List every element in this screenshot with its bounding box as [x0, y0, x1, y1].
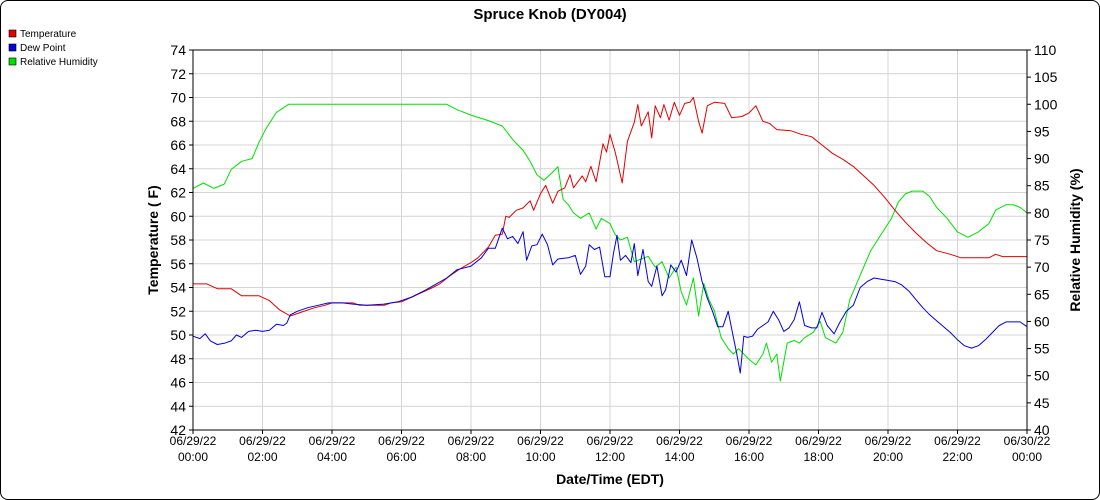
y-tick-label: 66 — [170, 137, 186, 153]
y-tick-label: 68 — [170, 113, 186, 129]
x-tick-date: 06/29/22 — [656, 434, 703, 448]
y-axis-ticks: 42 44 46 48 50 52 54 56 58 60 62 64 66 68 70 72 74 — [170, 42, 193, 438]
legend-swatch-dew-point — [8, 43, 17, 52]
y-tick-label: 74 — [170, 42, 186, 58]
legend-label-relative-humidity: Relative Humidity — [20, 57, 98, 68]
y2-tick-label: 50 — [1034, 368, 1050, 384]
x-tick-date: 06/29/22 — [170, 434, 217, 448]
x-tick-time: 20:00 — [873, 450, 903, 464]
x-tick-date: 06/29/22 — [934, 434, 981, 448]
series-layer — [192, 97, 1028, 382]
y-tick-label: 42 — [170, 422, 186, 438]
y2-tick-label: 45 — [1034, 395, 1050, 411]
x-axis-label: Date/Time (EDT) — [556, 471, 664, 487]
y-tick-label: 70 — [170, 90, 186, 106]
y2-tick-label: 90 — [1034, 151, 1050, 167]
x-tick-time: 16:00 — [734, 450, 764, 464]
y-tick-label: 54 — [170, 280, 186, 296]
y2-tick-label: 40 — [1034, 422, 1050, 438]
y2-tick-label: 110 — [1034, 42, 1057, 58]
x-tick-time: 08:00 — [456, 450, 486, 464]
grid — [192, 49, 1028, 431]
y2-tick-label: 75 — [1034, 232, 1050, 248]
y-axis-label: Temperature ( F) — [145, 185, 161, 294]
y2-tick-label: 95 — [1034, 123, 1050, 139]
y-tick-label: 58 — [170, 232, 186, 248]
x-tick-date: 06/29/22 — [448, 434, 495, 448]
x-tick-time: 00:00 — [178, 450, 208, 464]
x-tick-time: 02:00 — [247, 450, 277, 464]
x-tick-time: 06:00 — [386, 450, 416, 464]
x-tick-time: 22:00 — [942, 450, 972, 464]
x-tick-date: 06/30/22 — [1004, 434, 1051, 448]
legend-label-temperature: Temperature — [20, 29, 77, 40]
y-tick-label: 60 — [170, 208, 186, 224]
y2-tick-label: 55 — [1034, 341, 1050, 357]
y2-axis-label: Relative Humidity (%) — [1067, 168, 1083, 311]
x-tick-time: 12:00 — [595, 450, 625, 464]
y2-tick-label: 105 — [1034, 69, 1058, 85]
x-axis-ticks: 06/29/22 00:00 06/29/22 02:00 06/29/22 04:00 0… — [170, 430, 1051, 464]
y2-tick-label: 60 — [1034, 313, 1050, 329]
legend-swatch-relative-humidity — [8, 57, 17, 66]
relative-humidity-line — [192, 103, 1028, 382]
y-tick-label: 72 — [170, 66, 186, 82]
y2-tick-label: 85 — [1034, 178, 1050, 194]
x-tick-date: 06/29/22 — [517, 434, 564, 448]
y-tick-label: 62 — [170, 185, 186, 201]
x-tick-date: 06/29/22 — [795, 434, 842, 448]
y-tick-label: 50 — [170, 327, 186, 343]
dew-point-line — [192, 227, 1028, 374]
y-tick-label: 56 — [170, 256, 186, 272]
y2-tick-label: 65 — [1034, 286, 1050, 302]
y-tick-label: 48 — [170, 351, 186, 367]
y-tick-label: 46 — [170, 375, 186, 391]
x-tick-time: 04:00 — [317, 450, 347, 464]
x-tick-time: 00:00 — [1012, 450, 1042, 464]
x-tick-time: 18:00 — [803, 450, 833, 464]
x-tick-time: 10:00 — [525, 450, 555, 464]
chart-title: Spruce Knob (DY004) — [473, 6, 626, 23]
y2-axis-ticks: 40 45 50 55 60 65 70 75 80 85 90 95 100 105 110 — [1027, 42, 1058, 438]
x-tick-date: 06/29/22 — [309, 434, 356, 448]
x-tick-time: 14:00 — [664, 450, 694, 464]
x-tick-date: 06/29/22 — [239, 434, 286, 448]
x-tick-date: 06/29/22 — [865, 434, 912, 448]
x-tick-date: 06/29/22 — [587, 434, 634, 448]
y2-tick-label: 70 — [1034, 259, 1050, 275]
y2-tick-label: 80 — [1034, 205, 1050, 221]
y-tick-label: 44 — [170, 398, 186, 414]
legend: Temperature Dew Point Relative Humidity — [8, 29, 98, 68]
x-tick-date: 06/29/22 — [378, 434, 425, 448]
legend-swatch-temperature — [8, 29, 17, 38]
y-tick-label: 52 — [170, 303, 186, 319]
legend-label-dew-point: Dew Point — [20, 43, 66, 54]
y-tick-label: 64 — [170, 161, 186, 177]
y2-tick-label: 100 — [1034, 96, 1058, 112]
x-tick-date: 06/29/22 — [726, 434, 773, 448]
